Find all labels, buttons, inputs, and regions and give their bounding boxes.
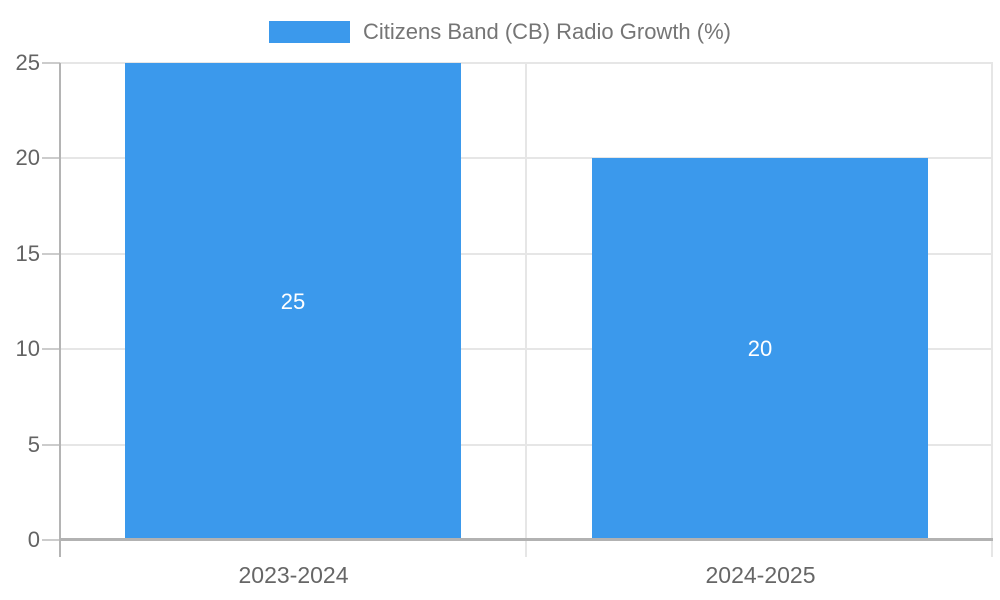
bar-2024-2025[interactable] (592, 158, 928, 540)
y-axis-tick-label: 0 (27, 527, 40, 552)
y-axis-tick-label: 5 (27, 431, 40, 457)
bar-value-label: 25 (280, 288, 306, 314)
plot-right-gridline (991, 63, 993, 557)
y-axis-tick-label: 20 (15, 145, 40, 171)
y-axis-tick (42, 157, 60, 160)
bar-2023-2024[interactable] (125, 63, 461, 540)
y-axis-tick (42, 539, 60, 541)
y-axis-tick (42, 252, 60, 255)
legend-swatch (268, 21, 350, 43)
x-axis-baseline (60, 538, 993, 541)
y-axis-tick (42, 348, 60, 351)
y-axis-tick (42, 443, 60, 446)
y-axis-tick (42, 62, 60, 64)
y-axis-tick-label: 15 (15, 240, 40, 266)
bar-value-label: 20 (747, 336, 773, 362)
x-axis-category-label: 2023-2024 (238, 562, 349, 588)
category-boundary-gridline (525, 63, 527, 557)
x-axis-category-label: 2024-2025 (705, 562, 816, 588)
plot-area: 0 5 10 15 20 25 25 20 2023-2024 2024-2025 (16, 50, 993, 588)
y-axis-line (59, 63, 61, 557)
legend-label: Citizens Band (CB) Radio Growth (%) (362, 19, 731, 44)
y-axis-tick-label: 10 (15, 336, 40, 362)
y-axis-tick-label: 25 (15, 50, 40, 75)
chart-legend: Citizens Band (CB) Radio Growth (%) (0, 19, 1000, 44)
